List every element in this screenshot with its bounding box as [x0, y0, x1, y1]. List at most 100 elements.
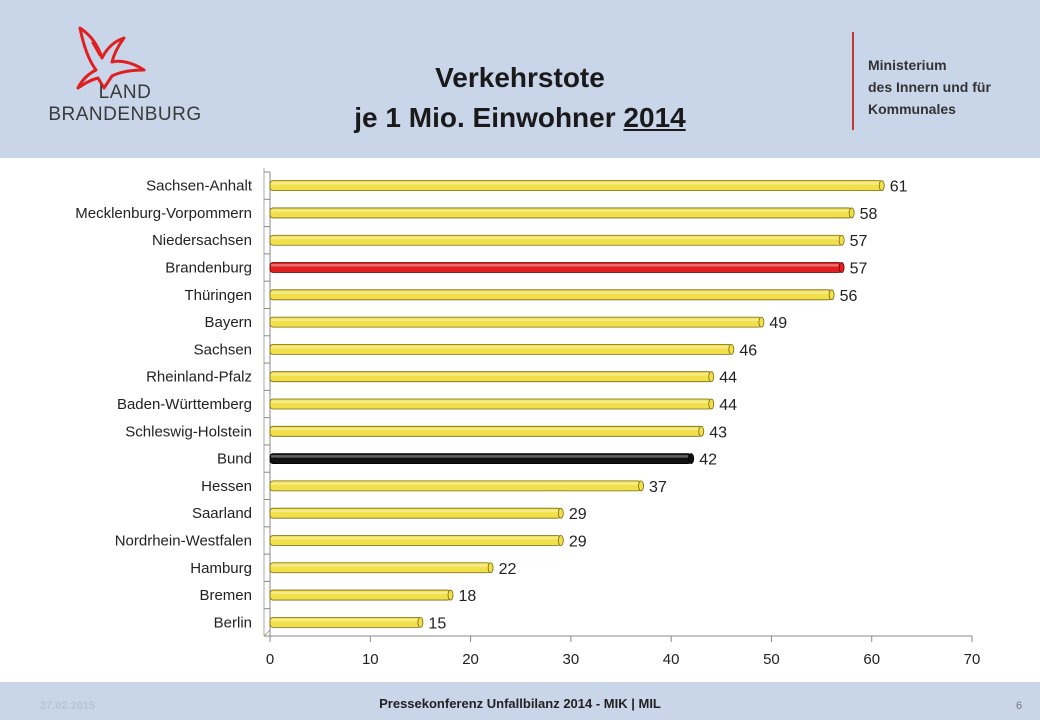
bar-sheen [271, 536, 558, 540]
category-label: Bremen [199, 587, 252, 604]
bar-sheen [271, 264, 839, 267]
category-label: Sachsen [194, 341, 252, 358]
bar-cap [688, 453, 695, 464]
value-label: 44 [719, 397, 737, 414]
value-label: 18 [459, 588, 477, 605]
ministry-line-1: Ministerium [868, 57, 947, 73]
bar-cap [708, 371, 715, 383]
category-label: Mecklenburg-Vorpommern [75, 205, 252, 222]
value-label: 58 [860, 206, 878, 223]
bar-sheen [271, 345, 729, 349]
category-label: Bund [217, 451, 252, 468]
value-label: 29 [569, 506, 587, 523]
bar-chart: 0 10 20 30 40 50 60 70 Sachsen-Anhalt 61 Mecklenbu… [75, 168, 981, 668]
value-label: 57 [850, 233, 868, 250]
bar-sheen [271, 427, 699, 431]
bar [269, 371, 712, 383]
category-label: Sachsen-Anhalt [146, 178, 253, 195]
bar-sheen [271, 509, 558, 513]
ministry-line-3: Kommunales [868, 101, 956, 117]
value-label: 61 [890, 179, 908, 196]
slide-header [0, 0, 1040, 158]
bar-sheen [271, 373, 709, 376]
bar-sheen [271, 291, 829, 294]
bar-cap [828, 289, 835, 301]
category-label: Saarland [192, 505, 252, 522]
value-label: 22 [499, 561, 517, 578]
bar [269, 344, 732, 355]
title-line-1: Verkehrstote [435, 62, 605, 93]
bar-cap [838, 262, 845, 273]
header-divider [852, 32, 854, 130]
category-label: Rheinland-Pfalz [146, 369, 252, 386]
chart-floor-edge [263, 629, 271, 637]
value-label: 29 [569, 533, 587, 550]
bar-sheen [271, 618, 418, 622]
bar-sheen [271, 236, 839, 240]
title-line-2: je 1 Mio. Einwohner 2014 [270, 98, 770, 138]
footer-date: 27.02.2015 [40, 700, 96, 712]
x-tick-label: 40 [663, 651, 680, 668]
bar-sheen [271, 564, 488, 567]
bar-cap [708, 398, 715, 410]
category-label: Baden-Württemberg [117, 396, 252, 413]
logo-text-brandenburg: BRANDENBURG [48, 104, 202, 125]
value-label: 37 [649, 479, 667, 496]
value-label: 56 [840, 288, 858, 305]
logo-text-land: LAND [98, 82, 152, 103]
bar-sheen [271, 318, 759, 322]
x-tick-label: 0 [266, 651, 274, 668]
x-tick-label: 50 [763, 651, 780, 668]
x-tick-label: 60 [863, 651, 880, 668]
page-number: 6 [1016, 700, 1023, 712]
category-label: Bayern [204, 314, 252, 331]
bar-sheen [271, 591, 448, 595]
value-label: 44 [719, 370, 737, 387]
value-label: 46 [739, 342, 757, 359]
bar-sheen [271, 400, 709, 403]
category-label: Schleswig-Holstein [125, 423, 252, 440]
slide-title: Verkehrstote je 1 Mio. Einwohner 2014 [270, 58, 770, 138]
category-label: Brandenburg [165, 260, 252, 277]
footer-text: Pressekonferenz Unfallbilanz 2014 - MIK … [379, 696, 661, 711]
bar [269, 616, 421, 628]
bar-cap [698, 425, 705, 437]
bar-cap [447, 589, 454, 601]
value-label: 57 [850, 261, 868, 278]
value-label: 43 [709, 424, 727, 441]
value-label: 15 [428, 615, 446, 632]
x-tick-label: 20 [462, 651, 479, 668]
bar-cap [848, 207, 855, 219]
bar-cap [557, 507, 564, 519]
bar-cap [487, 562, 494, 574]
eagle-icon [76, 26, 146, 90]
value-label: 42 [699, 452, 717, 469]
category-label: Berlin [214, 614, 252, 631]
x-tick-label: 70 [964, 651, 981, 668]
category-label: Niedersachsen [152, 232, 252, 249]
title-year: 2014 [623, 102, 686, 133]
bar-cap [878, 180, 885, 192]
bar-cap [728, 344, 735, 355]
category-label: Thüringen [184, 287, 252, 304]
bar-cap [557, 535, 564, 546]
ministry-line-2: des Innern und für [868, 79, 991, 95]
bar-cap [838, 234, 845, 246]
category-label: Hessen [201, 478, 252, 495]
category-label: Hamburg [190, 560, 252, 577]
bar-cap [638, 480, 644, 492]
bar-cap [758, 316, 765, 328]
x-tick-label: 10 [362, 651, 379, 668]
bar-sheen [271, 209, 849, 212]
x-tick-label: 30 [563, 651, 580, 668]
title-text: je 1 Mio. Einwohner [354, 102, 624, 133]
bar-sheen [271, 455, 689, 458]
category-label: Nordrhein-Westfalen [115, 532, 252, 549]
land-brandenburg-logo: LAND BRANDENBURG [40, 22, 210, 132]
bar-sheen [271, 482, 639, 485]
footer-bar [0, 682, 1040, 720]
bar-cap [417, 616, 424, 628]
value-label: 49 [769, 315, 787, 332]
ministry-name: Ministerium des Innern und für Kommunale… [868, 54, 1038, 120]
bar-sheen [271, 182, 879, 185]
